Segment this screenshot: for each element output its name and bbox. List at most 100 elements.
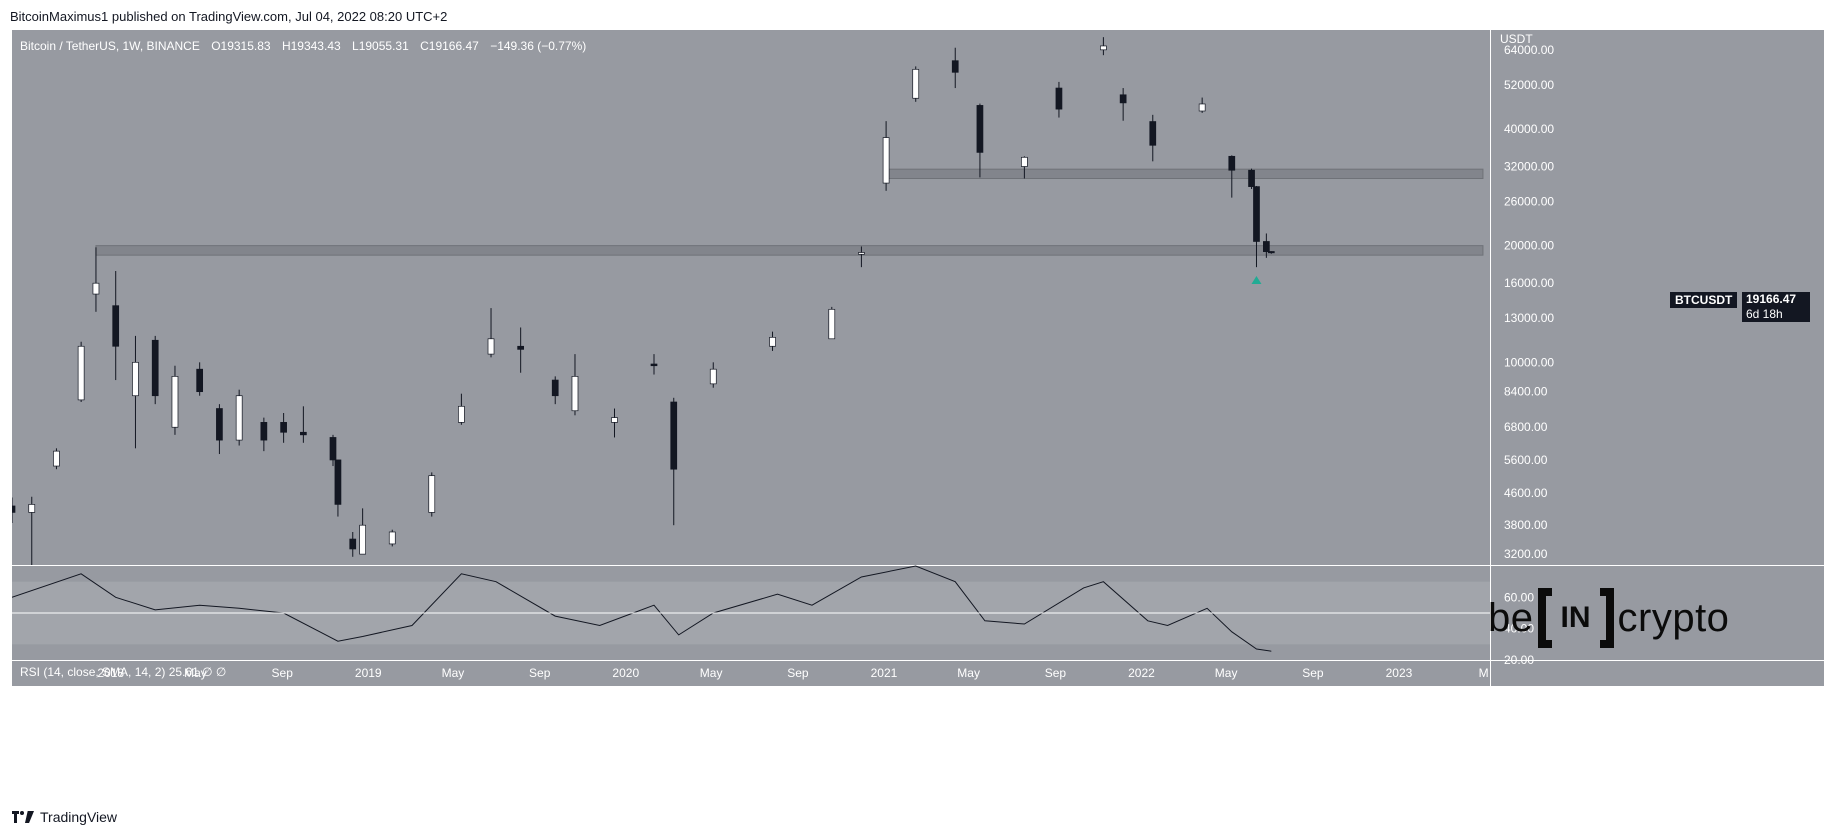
price-tick-label: 40000.00 xyxy=(1504,122,1554,136)
support-zone-1 xyxy=(885,168,1484,180)
candle xyxy=(196,362,204,396)
time-tick-label: Sep xyxy=(272,666,294,680)
candle xyxy=(769,331,776,351)
candle xyxy=(28,496,36,565)
price-tick-label: 52000.00 xyxy=(1504,78,1554,92)
time-tick-label: May xyxy=(957,666,980,680)
candle xyxy=(1021,156,1028,179)
candle xyxy=(1055,81,1063,118)
rsi-tick-label: 40.00 xyxy=(1504,622,1534,636)
candle xyxy=(858,246,865,268)
time-tick-label: 2022 xyxy=(1128,666,1155,680)
candle xyxy=(487,308,495,358)
price-tick-label: 8400.00 xyxy=(1504,385,1548,399)
rsi-tick-label: 20.00 xyxy=(1504,653,1534,667)
rsi-line xyxy=(12,565,1272,652)
ohlc-legend: Bitcoin / TetherUS, 1W, BINANCE O19315.8… xyxy=(20,39,586,53)
price-tick-label: 26000.00 xyxy=(1504,194,1554,208)
rsi-tick-label: 60.00 xyxy=(1504,590,1534,604)
footer-brand[interactable]: TradingView xyxy=(12,809,117,825)
candle xyxy=(388,529,396,547)
price-tick-label: 6800.00 xyxy=(1504,420,1548,434)
candle xyxy=(112,271,120,381)
high-value: 19343.43 xyxy=(290,39,341,53)
author-name[interactable]: BitcoinMaximus1 xyxy=(10,9,109,24)
time-tick-label: M xyxy=(1479,666,1489,680)
price-tick-label: 5600.00 xyxy=(1504,453,1548,467)
watermark-left: be xyxy=(1488,595,1534,640)
candle xyxy=(12,497,16,524)
time-tick-label: 2020 xyxy=(612,666,639,680)
candle xyxy=(1267,251,1275,254)
price-tick-label: 32000.00 xyxy=(1504,160,1554,174)
time-tick-label: 2021 xyxy=(871,666,898,680)
open-label: O xyxy=(211,39,221,53)
time-tick-label: 2018 xyxy=(97,666,124,680)
candle xyxy=(828,306,836,340)
candle xyxy=(709,362,717,388)
candle xyxy=(1100,37,1107,56)
candle xyxy=(1149,114,1157,162)
candle xyxy=(551,376,559,405)
publisher-header: BitcoinMaximus1 published on TradingView… xyxy=(10,9,447,24)
candle xyxy=(976,103,984,178)
candle xyxy=(951,47,959,89)
footer-brand-text: TradingView xyxy=(40,809,118,825)
candle xyxy=(571,354,579,416)
publish-date: Jul 04, 2022 08:20 UTC+2 xyxy=(295,9,448,24)
candle xyxy=(92,247,100,312)
price-tick-label: 20000.00 xyxy=(1504,239,1554,253)
candle xyxy=(77,341,85,403)
candle xyxy=(1198,97,1206,113)
price-tick-label: 16000.00 xyxy=(1504,276,1554,290)
time-tick-label: Sep xyxy=(1045,666,1067,680)
time-tick-label: Sep xyxy=(529,666,551,680)
price-pane xyxy=(12,30,1490,565)
chart-frame[interactable]: USDT 64000.00 52000.00 40000.00 32000.00 2600… xyxy=(12,30,1824,800)
time-tick-label: May xyxy=(184,666,207,680)
candle xyxy=(359,508,366,555)
candle xyxy=(53,448,60,470)
watermark-middle: IN xyxy=(1560,601,1591,634)
symbol-title[interactable]: Bitcoin / TetherUS, 1W, BINANCE xyxy=(20,39,200,53)
candle xyxy=(912,66,920,102)
tradingview-logo-icon xyxy=(12,811,34,823)
published-text: published on TradingView.com, xyxy=(111,9,292,24)
candle xyxy=(280,413,287,443)
high-label: H xyxy=(281,39,291,53)
candle xyxy=(1263,233,1270,258)
price-tick-label: 3200.00 xyxy=(1504,547,1548,561)
bar-countdown: 6d 18h xyxy=(1746,307,1783,321)
low-label: L xyxy=(352,39,359,53)
time-tick-label: May xyxy=(700,666,723,680)
candle xyxy=(1253,186,1260,268)
time-tick-label: 2019 xyxy=(355,666,382,680)
time-tick-label: Sep xyxy=(1302,666,1324,680)
price-tick-label: 10000.00 xyxy=(1504,355,1554,369)
candle xyxy=(171,365,179,435)
low-value: 19055.31 xyxy=(358,39,409,53)
watermark-right: crypto xyxy=(1617,595,1730,640)
candle xyxy=(300,406,307,443)
candle xyxy=(260,417,268,452)
candle xyxy=(428,472,436,517)
beincrypto-watermark: be IN crypto xyxy=(1488,588,1729,648)
time-tick-label: May xyxy=(1215,666,1238,680)
candle xyxy=(517,327,525,373)
close-value: 19166.47 xyxy=(428,39,479,53)
candle xyxy=(1228,155,1236,198)
time-axis xyxy=(12,660,1824,686)
candle xyxy=(458,393,465,425)
last-price: 19166.47 xyxy=(1746,292,1797,306)
open-value: 19315.83 xyxy=(220,39,271,53)
bounce-marker-icon xyxy=(1251,276,1262,285)
price-tick-label: 4600.00 xyxy=(1504,486,1548,500)
rsi-legend[interactable]: RSI (14, close, SMA, 14, 2) 25.61 ∅ ∅ xyxy=(20,665,227,679)
candle xyxy=(235,389,243,446)
candle xyxy=(216,404,223,455)
time-tick-label: 2023 xyxy=(1386,666,1413,680)
candle xyxy=(882,121,890,191)
candle xyxy=(334,459,342,517)
price-axis xyxy=(1490,30,1824,686)
